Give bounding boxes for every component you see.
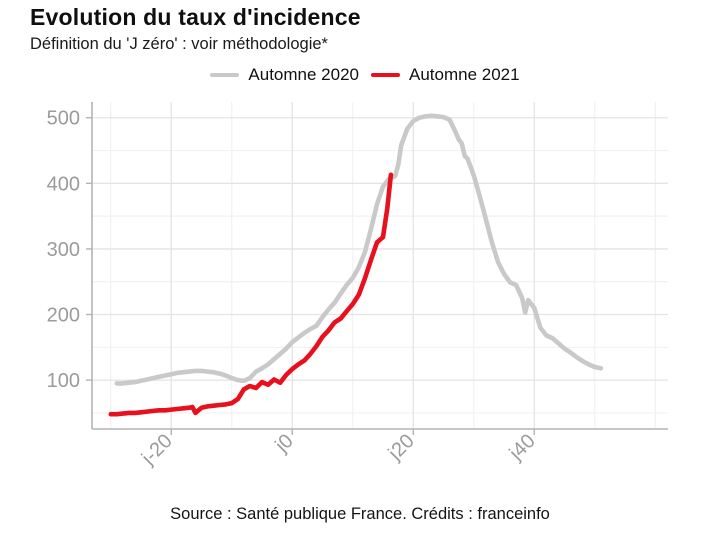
chart-legend: Automne 2020 Automne 2021 <box>40 63 690 87</box>
source-credit: Source : Santé publique France. Crédits … <box>170 505 550 523</box>
series-line-automne-2020 <box>114 113 604 386</box>
x-tick-label: j20 <box>384 430 419 465</box>
y-tick-label: 400 <box>47 173 80 195</box>
page-subtitle: Définition du 'J zéro' : voir méthodolog… <box>30 35 328 53</box>
legend-label: Automne 2021 <box>409 65 520 84</box>
y-tick-label: 200 <box>47 305 80 327</box>
legend-swatch-automne-2020 <box>210 72 240 78</box>
series-line-automne-2021 <box>108 172 394 417</box>
x-tick-label: j0 <box>271 430 298 457</box>
legend-item-automne-2021: Automne 2021 <box>371 65 520 85</box>
legend-item-automne-2020: Automne 2020 <box>210 65 359 85</box>
y-tick-label: 500 <box>47 108 80 130</box>
legend-swatch-automne-2021 <box>371 72 400 78</box>
y-tick-label: 300 <box>47 239 80 261</box>
x-tick-label: j-20 <box>137 430 177 470</box>
x-tick-label: j40 <box>505 430 540 465</box>
y-tick-label: 100 <box>47 370 80 392</box>
legend-label: Automne 2020 <box>248 65 359 84</box>
page-title: Evolution du taux d'incidence <box>30 4 361 30</box>
